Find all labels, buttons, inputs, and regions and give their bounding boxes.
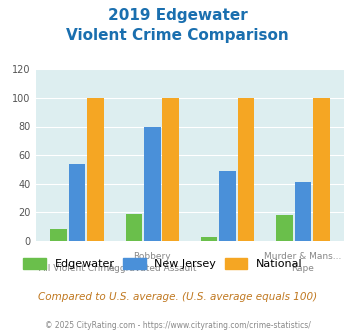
Bar [276,215,293,241]
Text: Rape: Rape [291,264,315,273]
Bar [144,126,160,241]
Text: © 2025 CityRating.com - https://www.cityrating.com/crime-statistics/: © 2025 CityRating.com - https://www.city… [45,321,310,330]
Bar [50,229,67,241]
Bar [313,98,330,241]
Text: Robbery: Robbery [133,252,171,261]
Bar [219,171,236,241]
Text: Aggravated Assault: Aggravated Assault [108,264,197,273]
Text: Murder & Mans...: Murder & Mans... [264,252,342,261]
Text: Compared to U.S. average. (U.S. average equals 100): Compared to U.S. average. (U.S. average … [38,292,317,302]
Bar [126,214,142,241]
Bar [163,98,179,241]
Bar [295,182,311,241]
Bar [87,98,104,241]
Text: All Violent Crime: All Violent Crime [39,264,115,273]
Bar [69,164,85,241]
Bar [201,237,217,241]
Legend: Edgewater, New Jersey, National: Edgewater, New Jersey, National [23,258,303,270]
Bar [238,98,254,241]
Text: 2019 Edgewater: 2019 Edgewater [108,8,247,23]
Text: Violent Crime Comparison: Violent Crime Comparison [66,28,289,43]
